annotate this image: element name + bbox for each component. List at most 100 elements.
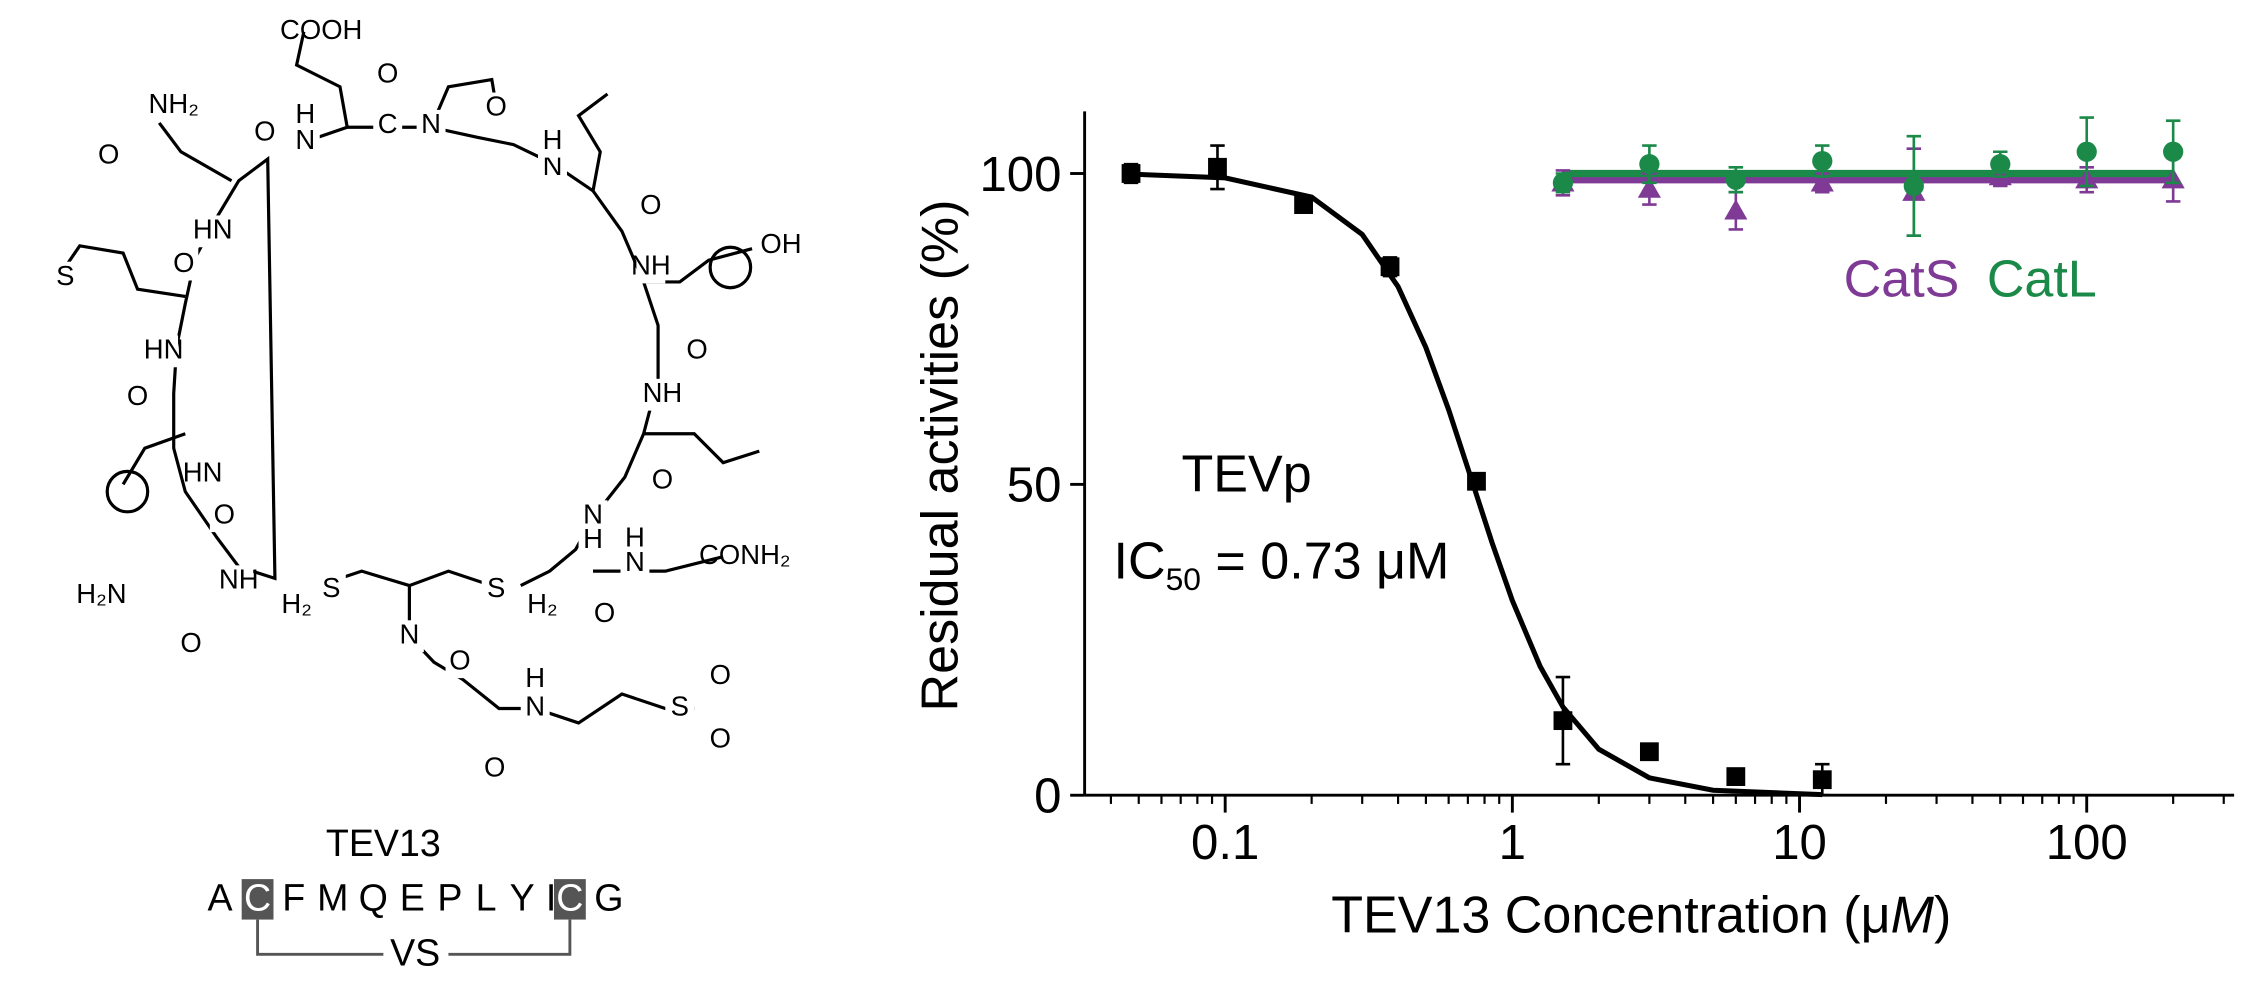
atom-label: H	[525, 662, 545, 693]
atom-label: O	[484, 751, 505, 782]
atom-label: O	[180, 627, 201, 658]
atom-bg	[306, 15, 336, 48]
atom-bg	[647, 465, 677, 498]
atom-label: O	[254, 115, 275, 146]
atom-bg	[520, 692, 550, 725]
atom-bg	[209, 500, 239, 533]
sequence-letter: L	[476, 877, 497, 919]
atom-label: O	[449, 644, 470, 675]
atom-bg	[290, 125, 320, 158]
annotation-part: IC	[1114, 532, 1166, 590]
atom-bg	[481, 574, 511, 606]
marker	[1725, 169, 1746, 190]
y-tick-label: 100	[979, 147, 1061, 202]
atom-bg	[282, 589, 312, 622]
atom-bg	[647, 378, 677, 411]
atom-label: H₂	[281, 588, 312, 619]
atom-label: S	[671, 691, 689, 722]
atom-bg	[578, 524, 608, 557]
atom-bg	[176, 628, 206, 661]
peptide-name: TEV13	[326, 822, 441, 864]
atom-bg	[705, 660, 735, 693]
atom-label: C	[378, 108, 398, 139]
x-tick-label: 1	[1499, 815, 1526, 870]
marker	[1812, 770, 1832, 790]
linker-label: VS	[390, 932, 440, 974]
marker	[1552, 172, 1574, 193]
legend-label: CatS	[1844, 250, 1960, 308]
atom-label: N	[543, 150, 563, 181]
x-axis-label-part: )	[1934, 887, 1951, 945]
y-axis-label: Residual activities (%)	[911, 199, 969, 711]
atom-label: NH	[631, 250, 671, 281]
sequence-letter: I	[546, 877, 556, 919]
atom-label: NH	[643, 377, 683, 408]
atom-bg	[373, 109, 403, 142]
marker	[1903, 175, 1924, 197]
atom-bg	[373, 59, 403, 92]
marker	[1294, 195, 1313, 214]
phenol-ring	[708, 245, 753, 290]
atom-bg	[766, 229, 796, 262]
y-tick-label: 0	[1034, 769, 1061, 824]
atom-bg	[94, 140, 124, 173]
x-axis-label: TEV13 Concentration (μM)	[1331, 887, 1951, 945]
atom-label: O	[652, 464, 673, 495]
atom-bg	[705, 724, 735, 757]
marker	[1553, 711, 1573, 731]
cys-box	[241, 879, 274, 920]
marker	[1812, 150, 1833, 172]
atom-bg	[394, 620, 424, 653]
sequence-letter: F	[282, 877, 305, 919]
atom-bg	[188, 458, 218, 491]
marker	[1467, 471, 1486, 491]
atom-bg	[416, 109, 446, 142]
atom-bg	[682, 335, 712, 368]
atom-bg	[620, 547, 650, 580]
atom-bg	[480, 753, 510, 786]
annotation-part: 50	[1166, 561, 1201, 597]
atom-label: HN	[144, 334, 184, 365]
atom-label: H	[295, 98, 315, 129]
marker	[1724, 199, 1748, 220]
atom-label: H	[583, 523, 603, 554]
marker	[1121, 164, 1141, 183]
atom-bg	[50, 261, 80, 294]
atom-label: N	[525, 691, 545, 722]
sequence-letter: C	[244, 877, 271, 919]
atom-label: O	[214, 498, 235, 529]
marker	[1637, 177, 1661, 198]
atom-label: O	[710, 723, 731, 754]
sequence-letter: E	[400, 877, 425, 919]
atom-label: COOH	[280, 14, 362, 45]
atom-label: S	[56, 260, 74, 291]
atom-bg	[538, 125, 567, 158]
atom-label: O	[710, 659, 731, 690]
y-tick-label: 50	[1007, 458, 1062, 513]
marker	[1990, 154, 2011, 175]
atom-label: O	[377, 57, 398, 88]
atom-label: N	[399, 618, 419, 649]
marker	[1208, 157, 1227, 177]
marker	[1380, 257, 1400, 277]
atom-label: S	[487, 572, 505, 603]
annotation-part: = 0.73 μM	[1201, 532, 1449, 590]
atom-bg	[159, 89, 189, 122]
atom-label: H₂N	[76, 578, 126, 609]
atom-bg	[250, 117, 280, 149]
annotation: TEVp	[1181, 446, 1311, 504]
atom-label: O	[98, 138, 119, 169]
x-tick-label: 10	[1772, 815, 1827, 870]
atom-label: O	[485, 91, 506, 122]
sequence-letter: M	[317, 877, 348, 919]
atom-bg	[316, 574, 346, 606]
x-axis-label-part: M	[1891, 887, 1935, 945]
atom-label: O	[640, 189, 661, 220]
atom-label: H₂	[527, 588, 558, 619]
marker	[2076, 141, 2097, 162]
sequence-letter: A	[207, 877, 232, 919]
atom-label: H	[543, 124, 563, 155]
linker-bracket	[256, 919, 572, 956]
atom-label: OH	[760, 228, 801, 259]
